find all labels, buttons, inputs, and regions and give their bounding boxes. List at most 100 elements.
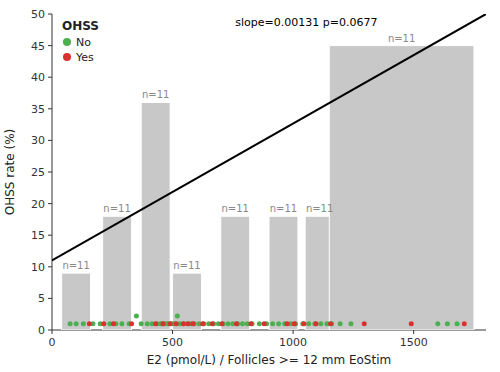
legend-title: OHSS bbox=[62, 19, 99, 33]
bar-label: n=11 bbox=[270, 203, 297, 214]
point bbox=[160, 321, 165, 326]
point bbox=[153, 321, 158, 326]
y-tick bbox=[48, 14, 52, 15]
y-tick bbox=[48, 140, 52, 141]
point bbox=[248, 321, 253, 326]
point bbox=[226, 321, 231, 326]
point bbox=[462, 321, 467, 326]
point bbox=[435, 321, 440, 326]
x-tick-label: 1500 bbox=[400, 336, 428, 349]
y-tick-label: 20 bbox=[31, 198, 45, 211]
legend-marker bbox=[63, 38, 71, 46]
x-tick bbox=[413, 330, 414, 334]
point bbox=[338, 321, 343, 326]
y-tick bbox=[48, 330, 52, 331]
y-tick bbox=[48, 172, 52, 173]
point bbox=[318, 321, 323, 326]
y-tick bbox=[48, 45, 52, 46]
point bbox=[306, 321, 311, 326]
point bbox=[119, 321, 124, 326]
legend-marker bbox=[63, 53, 71, 61]
point bbox=[174, 321, 179, 326]
y-tick-label: 0 bbox=[38, 324, 45, 337]
bar bbox=[269, 216, 298, 330]
point bbox=[139, 321, 144, 326]
point bbox=[129, 321, 134, 326]
point bbox=[134, 314, 139, 319]
y-tick bbox=[48, 77, 52, 78]
point bbox=[270, 321, 275, 326]
point bbox=[219, 321, 224, 326]
point bbox=[348, 321, 353, 326]
point bbox=[168, 321, 173, 326]
point bbox=[68, 321, 73, 326]
bar bbox=[141, 102, 170, 330]
bar-label: n=11 bbox=[62, 260, 89, 271]
bar bbox=[329, 46, 474, 330]
point bbox=[101, 321, 106, 326]
legend: OHSS No Yes bbox=[62, 19, 99, 64]
point bbox=[145, 321, 150, 326]
bar bbox=[62, 273, 91, 330]
bar bbox=[221, 216, 250, 330]
y-tick-label: 50 bbox=[31, 8, 45, 21]
point bbox=[175, 314, 180, 319]
point bbox=[87, 321, 92, 326]
point bbox=[81, 321, 86, 326]
axes: 05001000150005101520253035404550 bbox=[31, 8, 486, 349]
point bbox=[160, 321, 165, 326]
bar bbox=[103, 216, 132, 330]
x-tick-label: 0 bbox=[49, 336, 56, 349]
point bbox=[168, 321, 173, 326]
bar-label: n=11 bbox=[306, 203, 333, 214]
bar-label: n=11 bbox=[103, 203, 130, 214]
bar-labels: n=11n=11n=11n=11n=11n=11n=11n=11 bbox=[62, 33, 415, 272]
legend-label: No bbox=[76, 36, 91, 49]
point bbox=[191, 321, 196, 326]
y-tick bbox=[48, 235, 52, 236]
x-tick-label: 1000 bbox=[279, 336, 307, 349]
point bbox=[74, 321, 79, 326]
point bbox=[362, 321, 367, 326]
point bbox=[301, 321, 306, 326]
x-tick-label: 500 bbox=[162, 336, 183, 349]
y-tick-label: 35 bbox=[31, 103, 45, 116]
bar bbox=[173, 273, 202, 330]
chart: 05001000150005101520253035404550E2 (pmol… bbox=[0, 0, 500, 372]
y-tick-label: 45 bbox=[31, 40, 45, 53]
marks bbox=[52, 14, 486, 330]
x-tick bbox=[293, 330, 294, 334]
bar-label: n=11 bbox=[222, 203, 249, 214]
point bbox=[111, 321, 116, 326]
point bbox=[455, 321, 460, 326]
x-axis-label: E2 (pmol/L) / Follicles >= 12 mm EoStim bbox=[147, 353, 391, 367]
y-tick-label: 25 bbox=[31, 166, 45, 179]
point bbox=[181, 321, 186, 326]
point bbox=[276, 321, 281, 326]
point bbox=[257, 321, 262, 326]
y-tick-label: 5 bbox=[38, 292, 45, 305]
point bbox=[186, 321, 191, 326]
point bbox=[314, 321, 319, 326]
regression-line bbox=[52, 14, 486, 260]
point bbox=[328, 321, 333, 326]
y-tick-label: 30 bbox=[31, 134, 45, 147]
bar-label: n=11 bbox=[142, 89, 169, 100]
point bbox=[210, 321, 215, 326]
legend-label: Yes bbox=[75, 51, 94, 64]
y-tick bbox=[48, 298, 52, 299]
point bbox=[445, 321, 450, 326]
x-tick bbox=[172, 330, 173, 334]
y-tick bbox=[48, 203, 52, 204]
point bbox=[262, 321, 267, 326]
point bbox=[240, 321, 245, 326]
y-tick-label: 15 bbox=[31, 229, 45, 242]
bar-label: n=11 bbox=[173, 260, 200, 271]
y-tick bbox=[48, 266, 52, 267]
y-tick bbox=[48, 108, 52, 109]
x-tick bbox=[52, 330, 53, 334]
y-tick-label: 40 bbox=[31, 71, 45, 84]
point bbox=[292, 321, 297, 326]
point bbox=[285, 321, 290, 326]
point bbox=[234, 321, 239, 326]
